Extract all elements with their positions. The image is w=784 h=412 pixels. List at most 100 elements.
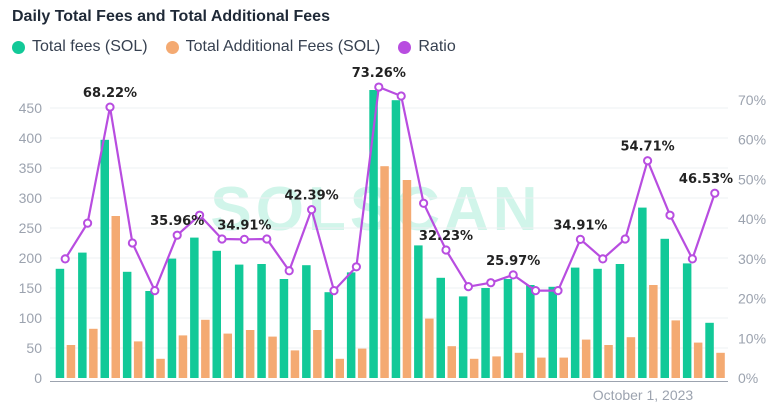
bar-additional-fees	[290, 350, 300, 378]
y-left-tick-label: 350	[19, 160, 43, 176]
bar-total-fees	[660, 238, 669, 378]
bar-total-fees	[615, 264, 625, 378]
bar-total-fees	[145, 291, 154, 378]
bar-total-fees	[414, 245, 423, 378]
bar-total-fees	[705, 322, 714, 378]
ratio-point	[60, 254, 70, 264]
ratio-point	[351, 262, 361, 272]
bar-total-fees	[436, 277, 445, 378]
ratio-point	[710, 188, 720, 198]
bar-total-fees	[593, 268, 602, 378]
ratio-point	[575, 234, 586, 244]
legend-item-total-fees[interactable]: Total fees (SOL)	[12, 38, 148, 56]
ratio-point	[239, 234, 249, 244]
bar-total-fees	[324, 292, 333, 378]
ratio-point-label: 34.91%	[553, 218, 607, 233]
bar-additional-fees	[133, 341, 143, 378]
ratio-point-label: 54.71%	[621, 140, 675, 155]
bar-total-fees	[481, 288, 490, 378]
y-left-tick-label: 0	[34, 370, 42, 386]
y-axis-left: 0 50 100 150 200 250 300 350 400 450	[19, 100, 43, 386]
bar-additional-fees	[380, 166, 389, 378]
ratio-point	[396, 91, 406, 101]
bar-total-fees	[100, 139, 109, 378]
y-right-tick-label: 70%	[738, 92, 766, 108]
bar-total-fees	[78, 252, 87, 378]
legend-label-additional-fees: Total Additional Fees (SOL)	[185, 38, 381, 55]
bar-total-fees	[212, 250, 221, 378]
bar-total-fees	[458, 296, 468, 378]
bar-additional-fees	[245, 330, 255, 378]
ratio-point-label: 42.39%	[285, 189, 339, 204]
bar-additional-fees	[156, 358, 165, 378]
bar-additional-fees	[178, 335, 188, 378]
bar-total-fees	[190, 237, 199, 378]
bar-additional-fees	[402, 180, 412, 378]
bar-additional-fees	[492, 356, 501, 378]
ratio-point-label: 25.97%	[486, 254, 540, 269]
legend-swatch-ratio	[398, 40, 412, 54]
bar-total-fees	[548, 286, 557, 378]
ratio-point	[262, 234, 272, 244]
ratio-point	[441, 245, 451, 255]
ratio-point-label: 35.96%	[150, 214, 204, 229]
bar-additional-fees	[514, 352, 524, 378]
ratio-point	[150, 286, 160, 296]
bar-series	[55, 90, 725, 378]
bar-total-fees	[369, 90, 378, 378]
bar-additional-fees	[716, 352, 725, 378]
bar-additional-fees	[313, 330, 322, 378]
ratio-point-labels: 68.22% 35.96% 34.91% 42.39% 73.26% 32.23% 25.9…	[83, 66, 733, 269]
y-right-tick-label: 0%	[738, 370, 758, 386]
bar-total-fees	[503, 279, 513, 378]
bar-additional-fees	[89, 328, 98, 378]
ratio-point	[665, 210, 675, 220]
bar-additional-fees	[335, 358, 344, 378]
legend-label-ratio: Ratio	[418, 38, 456, 55]
ratio-line	[64, 85, 716, 294]
bar-additional-fees	[469, 358, 479, 378]
bar-additional-fees	[693, 342, 703, 378]
gridlines	[50, 107, 728, 349]
bar-total-fees	[570, 267, 580, 378]
y-right-tick-label: 40%	[738, 211, 766, 227]
bar-total-fees	[257, 264, 266, 378]
bar-total-fees	[638, 207, 647, 378]
y-right-tick-label: 10%	[738, 330, 766, 346]
bar-total-fees	[55, 268, 65, 378]
bar-total-fees	[526, 285, 535, 378]
ratio-point	[329, 286, 339, 296]
legend-item-additional-fees[interactable]: Total Additional Fees (SOL)	[165, 38, 381, 56]
ratio-point	[620, 234, 630, 244]
y-right-tick-label: 30%	[738, 251, 766, 267]
ratio-point	[553, 286, 563, 296]
ratio-point	[463, 282, 473, 292]
y-right-tick-label: 60%	[738, 132, 766, 148]
y-left-tick-label: 150	[19, 280, 43, 296]
bar-additional-fees	[559, 357, 568, 378]
ratio-point	[598, 254, 608, 264]
ratio-point	[195, 210, 205, 220]
ratio-point-label: 32.23%	[419, 229, 473, 244]
ratio-point-label: 73.26%	[352, 66, 406, 81]
y-left-tick-label: 250	[19, 220, 43, 236]
bar-additional-fees	[111, 216, 120, 378]
ratio-point	[83, 218, 93, 228]
legend: Total fees (SOL) Total Additional Fees (…	[12, 38, 456, 56]
legend-item-ratio[interactable]: Ratio	[398, 38, 456, 56]
y-left-tick-label: 450	[19, 100, 43, 116]
bar-additional-fees	[357, 348, 367, 378]
bar-total-fees	[122, 271, 132, 378]
bar-total-fees	[682, 263, 692, 378]
legend-label-total-fees: Total fees (SOL)	[32, 38, 148, 55]
y-left-tick-label: 50	[26, 340, 42, 356]
ratio-point	[687, 254, 698, 264]
ratio-series	[60, 82, 720, 296]
bar-total-fees	[391, 100, 401, 378]
y-right-tick-label: 20%	[738, 291, 766, 307]
y-left-tick-label: 300	[19, 190, 43, 206]
ratio-point	[284, 266, 294, 276]
bar-additional-fees	[649, 285, 658, 378]
bar-additional-fees	[223, 333, 232, 378]
